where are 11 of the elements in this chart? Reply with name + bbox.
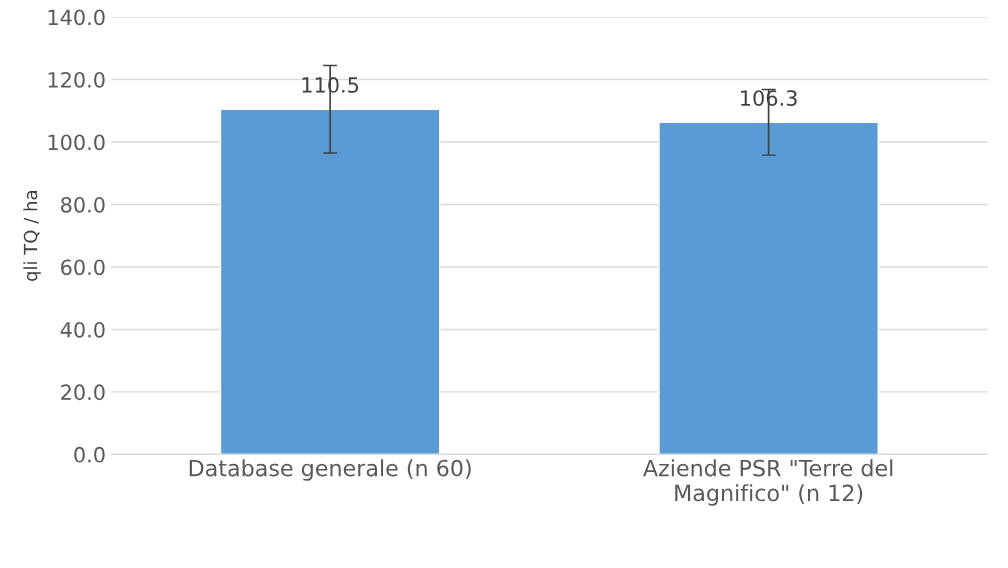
y-tick-label: 40.0 [60,321,105,338]
y-tick-label: 100.0 [48,134,105,151]
y-tick-label: 140.0 [48,9,105,26]
y-tick-label: 20.0 [61,384,105,401]
y-tick-label: 80.0 [61,196,105,213]
x-tick-label: Database generale (n 60) [189,459,471,481]
y-axis-title: qli TQ / ha [23,191,41,281]
y-tick-label: 60.0 [61,259,105,276]
x-tick-label: Aziende PSR "Terre del Magnifico" (n 12) [643,459,893,506]
y-tick-label: 0.0 [74,446,105,463]
y-tick-label: 120.0 [48,71,105,88]
